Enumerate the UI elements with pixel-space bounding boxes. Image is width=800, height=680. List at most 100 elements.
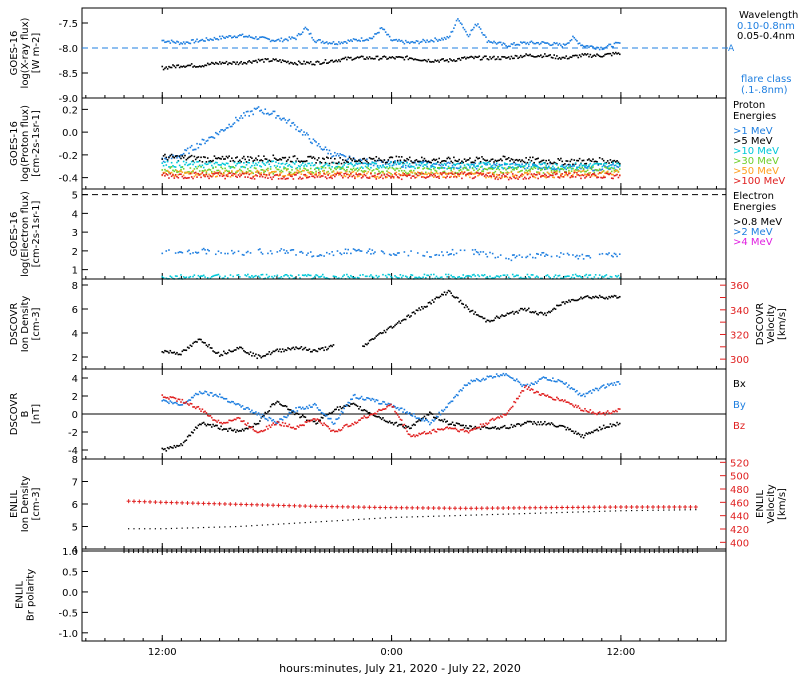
data-mark: [339, 173, 341, 175]
data-mark: [598, 55, 601, 58]
data-mark: [225, 35, 228, 38]
data-mark: [391, 173, 394, 176]
data-mark: [450, 31, 453, 33]
data-mark: [394, 275, 396, 277]
data-mark: [556, 42, 558, 44]
data-mark: [474, 275, 477, 277]
data-mark: [225, 162, 228, 165]
data-mark: [185, 349, 188, 352]
data-mark: [261, 413, 264, 416]
data-mark: [572, 298, 574, 301]
data-mark: [442, 171, 444, 173]
data-mark: [304, 346, 307, 349]
data-mark: [263, 112, 265, 115]
data-mark: [236, 429, 238, 431]
data-mark: [340, 407, 343, 410]
data-mark: [348, 405, 351, 408]
data-mark: [564, 167, 566, 170]
data-mark: [338, 59, 340, 61]
data-mark: [198, 423, 201, 426]
data-mark: [522, 178, 525, 180]
data-mark: [511, 166, 514, 168]
data-mark: [210, 172, 213, 175]
data-mark: [309, 167, 312, 170]
data-mark: [463, 277, 466, 279]
data-mark: [529, 53, 531, 56]
data-mark: [462, 424, 465, 427]
data-mark: [473, 169, 475, 172]
data-mark: [378, 172, 380, 175]
data-mark: [533, 311, 535, 314]
data-mark: [605, 171, 608, 174]
y2-tick-label: 320: [730, 330, 749, 341]
data-mark: [350, 403, 352, 405]
data-mark: [214, 424, 217, 427]
data-mark: [610, 412, 613, 414]
data-mark: [368, 162, 371, 165]
data-mark: [367, 39, 370, 42]
data-mark: [434, 430, 436, 433]
data-mark: [316, 350, 319, 353]
data-mark: [419, 309, 422, 311]
data-mark: [569, 172, 572, 174]
data-mark: [201, 170, 204, 172]
data-mark: [518, 423, 521, 426]
data-mark: [616, 162, 618, 165]
data-mark: [457, 297, 459, 299]
data-mark: [475, 56, 478, 58]
data-mark: [523, 421, 526, 424]
data-mark: [277, 115, 280, 117]
data-mark: [479, 172, 482, 174]
data-mark: [590, 277, 593, 280]
data-mark: [343, 161, 345, 164]
data-mark: [363, 162, 366, 165]
data-mark: [406, 315, 408, 318]
data-mark: [227, 277, 229, 279]
data-mark: [530, 167, 533, 170]
data-mark: [340, 58, 343, 61]
data-mark: [194, 251, 197, 254]
data-mark: [343, 155, 345, 157]
data-mark: [502, 42, 505, 44]
data-mark: [336, 167, 339, 169]
data-mark: [213, 425, 216, 427]
data-mark: [498, 428, 501, 430]
data-mark: [565, 428, 568, 431]
data-mark: [564, 302, 566, 305]
data-mark: [450, 423, 453, 425]
data-mark: [536, 423, 538, 426]
data-mark: [259, 430, 261, 433]
data-mark: [613, 252, 616, 255]
data-mark: [180, 173, 182, 176]
data-mark: [392, 176, 395, 178]
data-mark: [244, 172, 246, 174]
data-mark: [367, 416, 370, 418]
y-label-line: Ion Density: [20, 476, 31, 533]
data-mark: [601, 55, 604, 58]
data-mark: [348, 425, 351, 427]
data-mark: [592, 295, 594, 298]
data-mark: [576, 167, 578, 169]
data-mark: [279, 117, 281, 120]
data-mark: [396, 322, 399, 324]
data-mark: [323, 349, 325, 352]
data-mark: [227, 127, 229, 129]
data-mark: [283, 275, 285, 277]
data-mark: [515, 274, 518, 277]
data-mark: [390, 325, 392, 328]
data-mark: [351, 171, 354, 174]
data-mark: [280, 163, 283, 165]
data-mark: [289, 249, 292, 252]
data-mark: [388, 162, 391, 165]
data-mark: [384, 175, 387, 178]
data-mark: [197, 160, 200, 163]
data-mark: [248, 34, 251, 37]
data-mark: [606, 426, 609, 428]
data-mark: [273, 157, 276, 160]
data-mark: [256, 61, 259, 64]
data-mark: [244, 351, 246, 353]
data-mark: [263, 61, 265, 63]
data-mark: [197, 146, 200, 149]
legend-entry: >1 MeV: [733, 126, 773, 137]
data-mark: [485, 277, 487, 279]
